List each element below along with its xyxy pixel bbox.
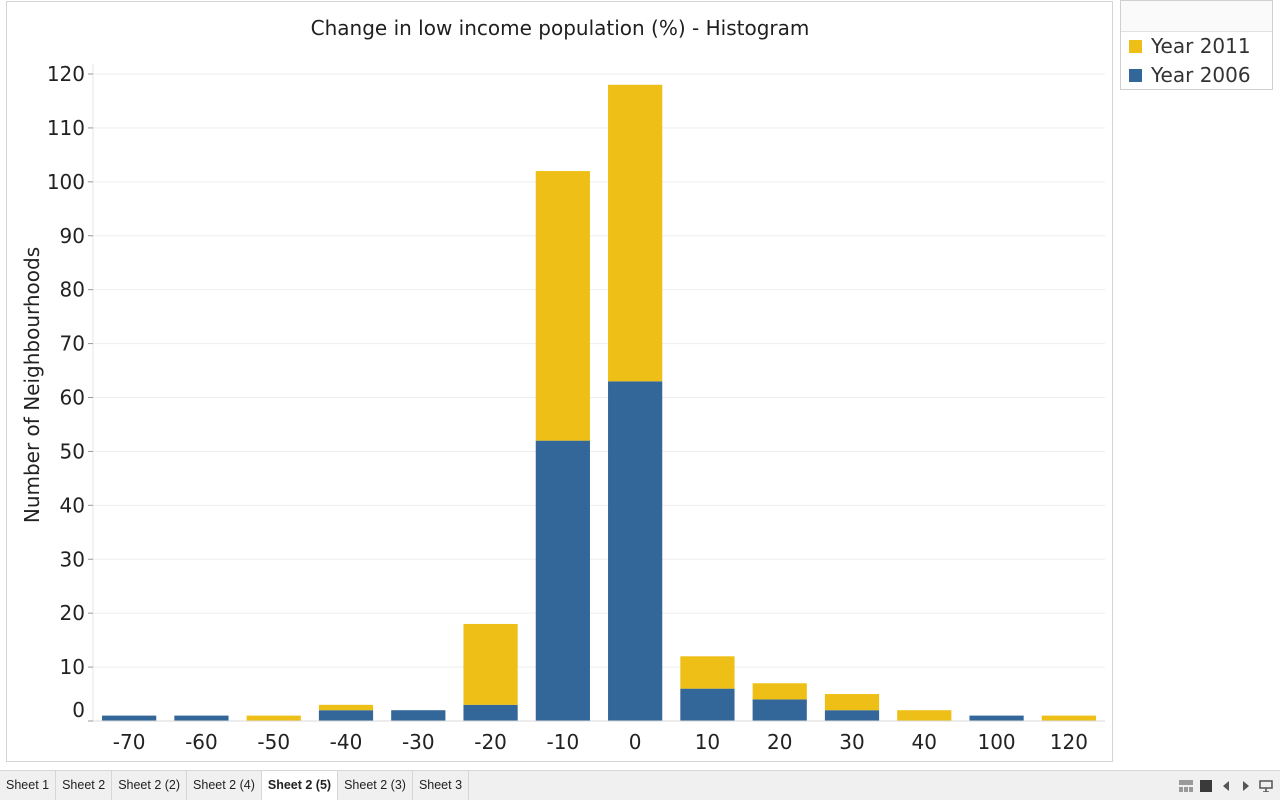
bar-segment bbox=[535, 171, 590, 441]
y-tick-label: 60 bbox=[60, 386, 85, 410]
y-tick-label: 100 bbox=[47, 170, 85, 194]
tab-sheet-2-4[interactable]: Sheet 2 (4) bbox=[187, 771, 262, 800]
y-tick-label: 50 bbox=[60, 439, 85, 463]
y-tick-label: 120 bbox=[47, 62, 85, 86]
y-axis-label: Number of Neighbourhoods bbox=[20, 247, 44, 523]
y-axis: 0 10 20 30 40 50 60 70 80 90 100 110 120 bbox=[47, 62, 94, 722]
bar-segment bbox=[102, 715, 157, 721]
tab-sheet-2-3[interactable]: Sheet 2 (3) bbox=[338, 771, 413, 800]
legend-swatch-year-2011 bbox=[1129, 39, 1142, 53]
x-tick-label: -50 bbox=[257, 730, 290, 754]
y-tick-label: 10 bbox=[60, 655, 85, 679]
bar-segment bbox=[680, 688, 735, 721]
bar-segment bbox=[535, 440, 590, 721]
x-tick-label: 30 bbox=[839, 730, 864, 754]
x-tick-label: 120 bbox=[1050, 730, 1088, 754]
y-tick-label: 90 bbox=[60, 224, 85, 248]
legend-swatch-year-2006 bbox=[1129, 68, 1142, 82]
legend-header bbox=[1121, 1, 1272, 32]
bar-segment bbox=[680, 656, 735, 689]
x-tick-label: 10 bbox=[695, 730, 720, 754]
y-tick-label: 110 bbox=[47, 116, 85, 140]
x-tick-label: -30 bbox=[402, 730, 435, 754]
legend-label-year-2011: Year 2011 bbox=[1151, 34, 1251, 58]
tab-sheet-2[interactable]: Sheet 2 bbox=[56, 771, 113, 800]
bar-segment bbox=[897, 710, 952, 721]
bar-segment bbox=[824, 710, 880, 721]
bar-segment bbox=[463, 623, 518, 705]
legend: Year 2011 Year 2006 bbox=[1120, 0, 1273, 90]
x-tick-label: 40 bbox=[912, 730, 937, 754]
bar-segment bbox=[608, 381, 663, 721]
legend-item-year-2011[interactable]: Year 2011 bbox=[1129, 33, 1251, 59]
y-tick-label: 0 bbox=[72, 698, 85, 722]
bar-segment bbox=[969, 715, 1024, 721]
bar-segment bbox=[1041, 715, 1096, 721]
y-tick-label: 20 bbox=[60, 601, 85, 625]
tab-sheet-3[interactable]: Sheet 3 bbox=[413, 771, 470, 800]
x-tick-label: 100 bbox=[977, 730, 1015, 754]
prev-sheet-icon[interactable] bbox=[1216, 776, 1236, 796]
sheet-tab-bar: Sheet 1 Sheet 2 Sheet 2 (2) Sheet 2 (4) … bbox=[0, 770, 1280, 800]
sheet-sorter-icon[interactable] bbox=[1176, 776, 1196, 796]
legend-label-year-2006: Year 2006 bbox=[1151, 63, 1251, 87]
bar-segment bbox=[391, 710, 446, 721]
bar-segment bbox=[752, 683, 807, 700]
grid-layer bbox=[93, 73, 1105, 668]
sheet-tabs: Sheet 1 Sheet 2 Sheet 2 (2) Sheet 2 (4) … bbox=[0, 771, 470, 800]
x-tick-label: -10 bbox=[547, 730, 580, 754]
bars-layer bbox=[102, 84, 1096, 721]
bar-segment bbox=[246, 715, 301, 721]
next-sheet-icon[interactable] bbox=[1236, 776, 1256, 796]
chart-frame: Change in low income population (%) - Hi… bbox=[6, 1, 1113, 762]
bar-segment bbox=[174, 715, 229, 721]
sheet-navigation-controls bbox=[1176, 771, 1276, 800]
y-tick-label: 30 bbox=[60, 547, 85, 571]
chart-title: Change in low income population (%) - Hi… bbox=[311, 16, 810, 40]
histogram-chart: Change in low income population (%) - Hi… bbox=[20, 16, 1105, 754]
legend-item-year-2006[interactable]: Year 2006 bbox=[1129, 62, 1251, 88]
tab-sheet-2-5[interactable]: Sheet 2 (5) bbox=[261, 771, 339, 800]
y-tick-label: 70 bbox=[60, 332, 85, 356]
y-tick-label: 40 bbox=[60, 493, 85, 517]
tab-sheet-2-2[interactable]: Sheet 2 (2) bbox=[112, 771, 188, 800]
x-tick-label: -20 bbox=[474, 730, 507, 754]
x-tick-label: 20 bbox=[767, 730, 792, 754]
tab-sheet-1[interactable]: Sheet 1 bbox=[0, 771, 57, 800]
bar-segment bbox=[752, 699, 807, 721]
y-tick-label: 80 bbox=[60, 278, 85, 302]
x-tick-label: 0 bbox=[629, 730, 642, 754]
x-axis: -70 -60 -50 -40 -30 -20 -10 0 10 20 30 40 100 120 bbox=[93, 720, 1105, 754]
filmstrip-icon[interactable] bbox=[1196, 776, 1216, 796]
x-tick-label: -60 bbox=[185, 730, 218, 754]
bar-segment bbox=[608, 84, 663, 382]
x-tick-label: -70 bbox=[113, 730, 146, 754]
bar-segment bbox=[463, 704, 518, 721]
presentation-icon[interactable] bbox=[1256, 776, 1276, 796]
bar-segment bbox=[318, 704, 374, 711]
bar-segment bbox=[318, 710, 374, 721]
x-tick-label: -40 bbox=[330, 730, 363, 754]
bar-segment bbox=[824, 694, 880, 711]
